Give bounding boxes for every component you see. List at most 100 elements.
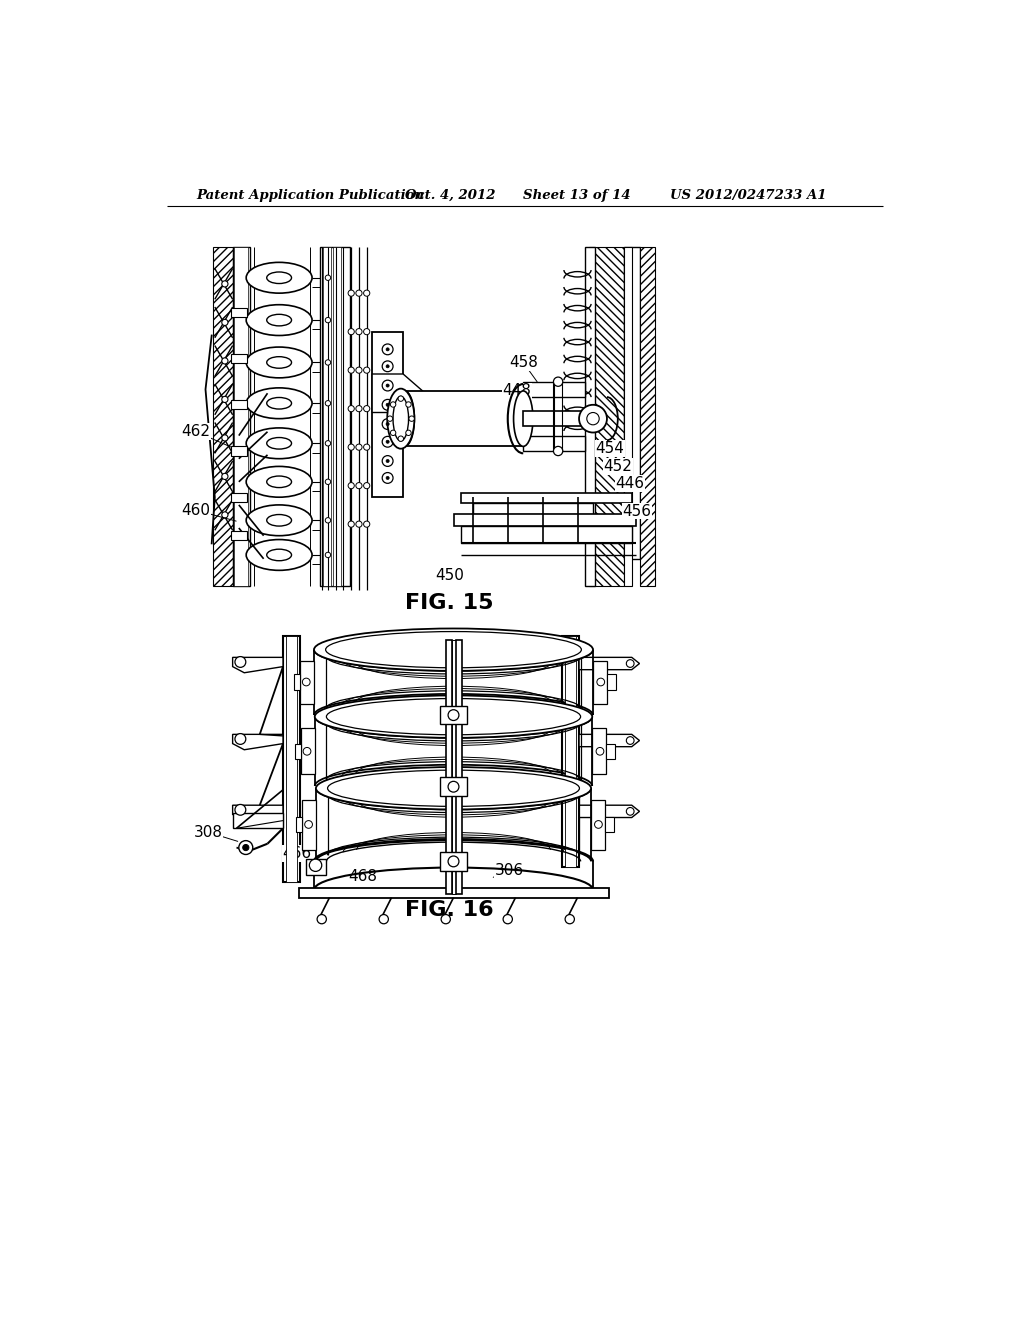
Polygon shape	[461, 527, 632, 544]
Polygon shape	[213, 247, 232, 586]
Ellipse shape	[266, 515, 292, 527]
Bar	[591, 800, 604, 850]
Circle shape	[234, 804, 246, 816]
Circle shape	[356, 329, 362, 335]
Text: 462: 462	[181, 424, 211, 440]
Ellipse shape	[326, 631, 582, 668]
Circle shape	[627, 808, 634, 816]
Circle shape	[326, 317, 331, 323]
Ellipse shape	[266, 314, 292, 326]
Circle shape	[234, 734, 246, 744]
Circle shape	[364, 483, 370, 488]
Polygon shape	[232, 805, 283, 821]
Circle shape	[364, 367, 370, 374]
Ellipse shape	[395, 391, 415, 446]
Circle shape	[579, 405, 607, 433]
Circle shape	[386, 404, 389, 407]
Text: US 2012/0247233 A1: US 2012/0247233 A1	[671, 189, 827, 202]
Bar	[294, 675, 300, 689]
Text: 446: 446	[615, 475, 645, 491]
Bar	[586, 247, 595, 586]
Circle shape	[326, 275, 331, 280]
Circle shape	[243, 845, 249, 850]
Circle shape	[597, 678, 604, 686]
Circle shape	[222, 281, 228, 286]
Circle shape	[627, 737, 634, 744]
Bar	[231, 531, 247, 540]
Ellipse shape	[246, 506, 312, 536]
Bar	[296, 817, 302, 832]
Circle shape	[398, 436, 403, 441]
Bar	[286, 636, 297, 882]
Circle shape	[449, 855, 459, 867]
Circle shape	[386, 477, 389, 479]
Circle shape	[382, 360, 393, 372]
Polygon shape	[372, 331, 403, 498]
Bar	[640, 247, 655, 586]
Circle shape	[409, 416, 415, 421]
Circle shape	[326, 441, 331, 446]
Polygon shape	[232, 734, 283, 750]
Circle shape	[587, 413, 599, 425]
Text: 306: 306	[495, 863, 524, 878]
Ellipse shape	[314, 628, 593, 671]
Bar	[231, 308, 247, 317]
Ellipse shape	[246, 347, 312, 378]
Circle shape	[386, 384, 389, 387]
Circle shape	[379, 915, 388, 924]
Circle shape	[222, 319, 228, 326]
Ellipse shape	[266, 477, 292, 487]
Ellipse shape	[328, 770, 580, 807]
Circle shape	[406, 401, 412, 407]
Ellipse shape	[393, 396, 409, 441]
Bar	[592, 729, 606, 775]
Circle shape	[348, 290, 354, 296]
Circle shape	[317, 915, 327, 924]
Circle shape	[386, 459, 389, 462]
Circle shape	[356, 483, 362, 488]
Bar	[302, 800, 316, 850]
Circle shape	[356, 521, 362, 527]
Ellipse shape	[327, 698, 581, 735]
Bar	[301, 729, 314, 775]
Circle shape	[441, 915, 451, 924]
Bar	[439, 777, 467, 796]
Ellipse shape	[316, 767, 591, 809]
Polygon shape	[461, 494, 632, 503]
Circle shape	[595, 821, 602, 829]
Polygon shape	[579, 805, 640, 817]
Circle shape	[398, 396, 403, 401]
Circle shape	[348, 483, 354, 488]
Circle shape	[382, 345, 393, 355]
Bar	[306, 859, 326, 874]
Circle shape	[386, 422, 389, 425]
Text: 456: 456	[623, 503, 651, 519]
Bar	[295, 743, 301, 759]
Circle shape	[302, 678, 310, 686]
Polygon shape	[624, 247, 640, 558]
Text: FIG. 15: FIG. 15	[406, 594, 494, 614]
Bar	[604, 817, 614, 832]
Ellipse shape	[266, 437, 292, 449]
Bar	[231, 446, 247, 455]
Text: Patent Application Publication: Patent Application Publication	[197, 189, 424, 202]
Text: 450: 450	[435, 568, 464, 583]
Polygon shape	[579, 734, 640, 747]
Polygon shape	[579, 657, 640, 669]
Polygon shape	[232, 813, 283, 829]
Bar	[439, 853, 467, 871]
Circle shape	[449, 710, 459, 721]
Polygon shape	[232, 657, 283, 673]
Polygon shape	[454, 515, 636, 527]
Polygon shape	[473, 503, 593, 515]
Circle shape	[326, 360, 331, 366]
Circle shape	[234, 656, 246, 668]
Circle shape	[222, 512, 228, 517]
Text: 448: 448	[503, 383, 531, 399]
Circle shape	[386, 441, 389, 444]
Bar	[593, 661, 607, 704]
Ellipse shape	[266, 356, 292, 368]
Ellipse shape	[246, 305, 312, 335]
Circle shape	[309, 859, 322, 871]
Circle shape	[348, 329, 354, 335]
